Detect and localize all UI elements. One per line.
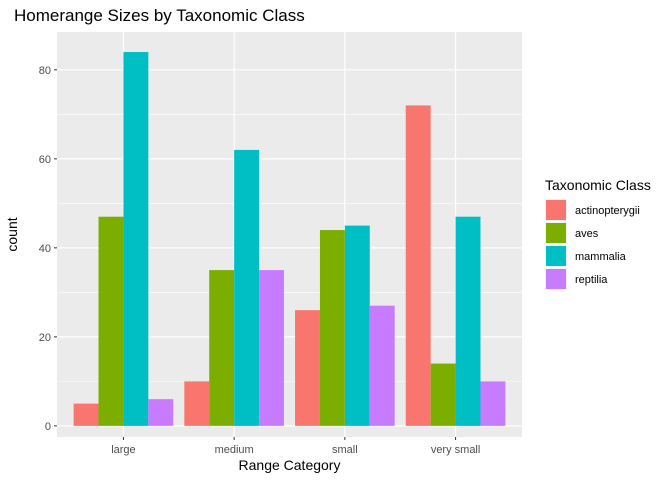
chart-title: Homerange Sizes by Taxonomic Class xyxy=(14,6,305,25)
bar-mammalia-large xyxy=(123,52,149,426)
legend-label-mammalia: mammalia xyxy=(575,251,627,263)
bar-aves-large xyxy=(98,216,124,426)
bar-aves-small xyxy=(319,230,345,426)
legend-swatch-aves xyxy=(546,223,566,243)
legend-label-actinopterygii: actinopterygii xyxy=(575,205,640,217)
bar-aves-medium xyxy=(209,270,235,426)
bar-reptilia-large xyxy=(148,399,174,426)
bar-mammalia-very-small xyxy=(455,216,481,426)
bar-actinopterygii-large xyxy=(73,403,99,426)
legend: Taxonomic Class actinopterygii aves mammal… xyxy=(545,177,651,290)
bar-mammalia-medium xyxy=(234,149,260,426)
legend-swatch-actinopterygii xyxy=(546,200,566,220)
y-tick-label: 0 xyxy=(45,421,51,433)
legend-swatch-mammalia xyxy=(546,246,566,266)
legend-label-aves: aves xyxy=(575,228,599,240)
bar-aves-very-small xyxy=(430,363,456,426)
bar-reptilia-medium xyxy=(259,270,284,426)
y-tick-label: 60 xyxy=(39,154,51,166)
x-axis-title: Range Category xyxy=(239,457,341,473)
bar-actinopterygii-small xyxy=(295,310,320,426)
y-axis-title: count xyxy=(4,217,20,251)
x-tick-label: medium xyxy=(215,444,254,456)
bar-mammalia-small xyxy=(344,225,370,426)
x-tick-label: small xyxy=(332,444,358,456)
bars xyxy=(73,52,506,426)
bar-actinopterygii-medium xyxy=(184,381,210,426)
bar-reptilia-very-small xyxy=(480,381,506,426)
y-axis: 0 20 40 60 80 xyxy=(39,65,57,433)
y-tick-label: 80 xyxy=(39,65,51,77)
x-tick-label: very small xyxy=(431,444,481,456)
x-tick-label: large xyxy=(111,444,135,456)
legend-swatch-reptilia xyxy=(546,269,566,289)
bar-actinopterygii-very-small xyxy=(405,105,431,426)
y-tick-label: 20 xyxy=(39,332,51,344)
legend-label-reptilia: reptilia xyxy=(575,274,608,286)
y-tick-label: 40 xyxy=(39,243,51,255)
legend-title: Taxonomic Class xyxy=(545,177,651,193)
bar-reptilia-small xyxy=(369,305,395,426)
x-axis: large medium small very small xyxy=(111,437,480,456)
